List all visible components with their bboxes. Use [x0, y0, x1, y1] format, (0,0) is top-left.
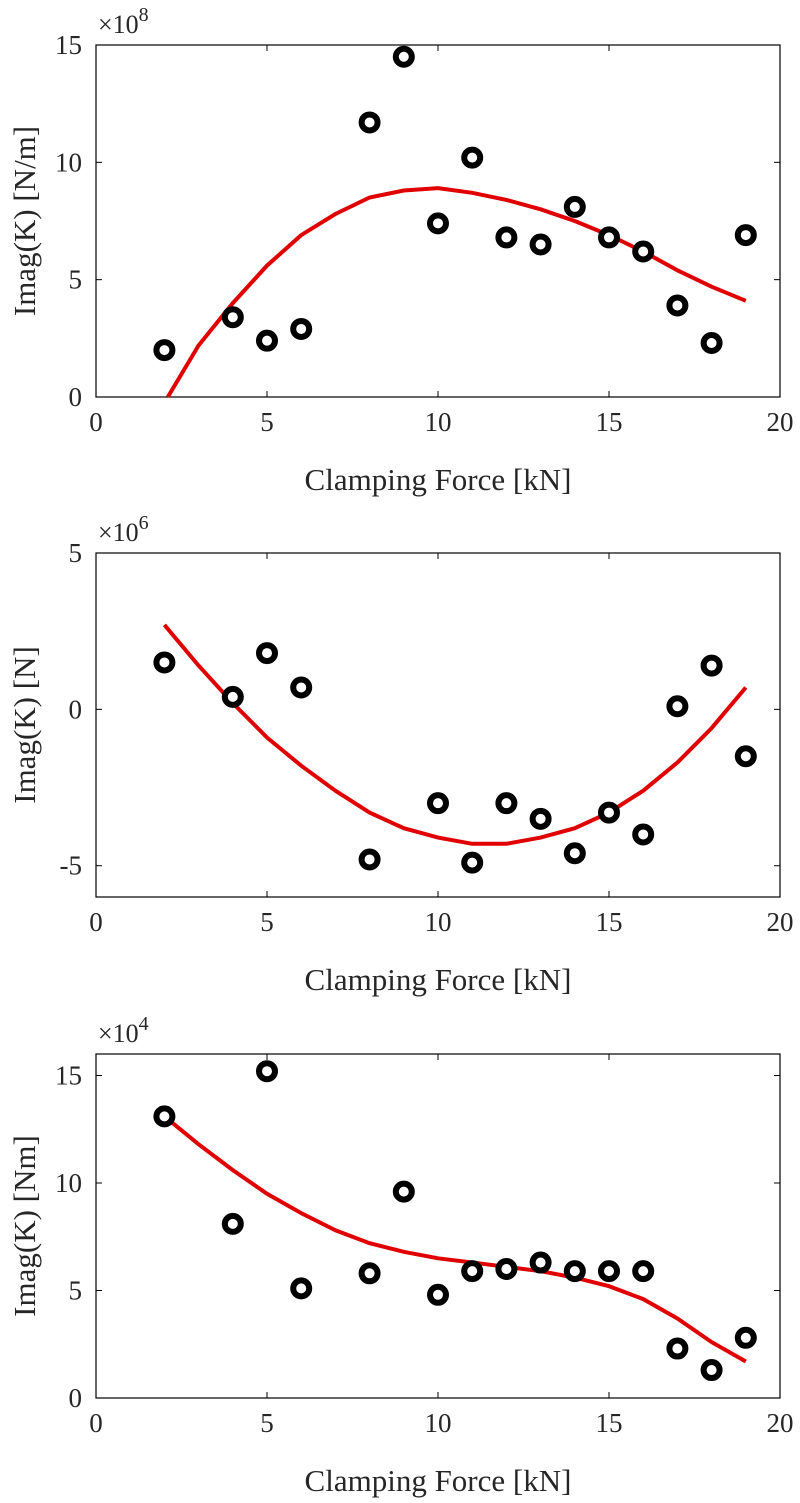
y-tick-label: 15: [55, 1061, 82, 1091]
data-point: [598, 801, 620, 824]
y-axis-exponent: ×104: [98, 1013, 149, 1048]
data-point: [461, 1260, 484, 1283]
plot-area-frame: [95, 552, 781, 898]
exponent-power: 8: [139, 4, 149, 26]
chart-rotational-stiffness: 0 5 10 15 20 0 5 10 15 ×104 Clamping Force [kN] Ima…: [7, 1013, 794, 1498]
x-tick-label: 15: [596, 407, 623, 437]
exponent-power: 6: [139, 512, 149, 534]
x-tick-label: 15: [596, 907, 623, 937]
x-axis-label: Clamping Force [kN]: [305, 962, 572, 997]
x-tick-label: 0: [89, 407, 103, 437]
y-tick-label: 5: [69, 538, 83, 568]
x-tick-label: 20: [767, 907, 794, 937]
y-tick-label: 0: [69, 1383, 83, 1413]
data-point: [461, 851, 484, 874]
data-point: [666, 294, 689, 317]
data-point: [392, 45, 415, 68]
data-point: [734, 224, 757, 247]
data-point: [598, 226, 620, 249]
y-tick-label: 0: [69, 382, 83, 412]
data-point: [153, 339, 176, 362]
y-axis-exponent: ×106: [98, 512, 149, 547]
data-point: [221, 1212, 244, 1235]
x-tick-label: 10: [425, 907, 452, 937]
data-point: [290, 1277, 313, 1300]
data-point: [495, 226, 518, 249]
x-tick-label: 15: [596, 1408, 623, 1438]
data-point: [666, 1337, 689, 1360]
y-axis-label: Imag(K) [N]: [7, 646, 42, 804]
data-point: [153, 1105, 176, 1128]
y-axis-exponent: ×108: [98, 4, 149, 39]
data-point: [221, 685, 244, 708]
data-point: [427, 1283, 449, 1306]
x-tick-label: 5: [260, 907, 274, 937]
x-tick-label: 10: [425, 407, 452, 437]
x-axis-label: Clamping Force [kN]: [305, 462, 572, 497]
y-tick-label: 10: [55, 1168, 82, 1198]
data-point: [529, 1251, 552, 1274]
x-tick-label: 5: [260, 1408, 274, 1438]
fit-curve: [162, 623, 748, 846]
chart-force-stiffness: 0 5 10 15 20 0 5 10 15 ×108 Clamping Force [kN] Ima…: [7, 4, 794, 497]
data-point: [529, 233, 552, 256]
data-point: [256, 642, 278, 665]
data-point: [563, 195, 586, 218]
data-point: [734, 745, 757, 768]
data-point: [632, 240, 655, 263]
data-point: [700, 1359, 723, 1382]
exponent-base: ×10: [98, 518, 139, 547]
data-point: [461, 146, 484, 169]
y-tick-label: 5: [69, 265, 83, 295]
fit-curve: [166, 186, 747, 399]
data-point: [358, 111, 381, 134]
exponent-base: ×10: [98, 1019, 139, 1048]
y-tick-label: 0: [69, 694, 83, 724]
x-tick-label: 20: [767, 1408, 794, 1438]
data-point: [256, 1060, 278, 1083]
y-tick-label: -5: [60, 851, 83, 881]
data-point: [392, 1180, 415, 1203]
data-point: [495, 792, 518, 815]
y-tick-label: 5: [69, 1276, 83, 1306]
x-tick-label: 5: [260, 407, 274, 437]
data-point: [598, 1260, 620, 1283]
data-point: [734, 1326, 757, 1349]
data-point: [221, 306, 244, 329]
data-point: [529, 807, 552, 830]
data-point: [632, 823, 655, 846]
data-point: [290, 317, 313, 340]
y-tick-label: 10: [55, 147, 82, 177]
x-tick-label: 0: [89, 1408, 103, 1438]
data-point: [427, 212, 449, 235]
y-tick-label: 15: [55, 30, 82, 60]
x-tick-label: 10: [425, 1408, 452, 1438]
x-tick-label: 20: [767, 407, 794, 437]
data-point: [666, 695, 689, 718]
exponent-base: ×10: [98, 10, 139, 39]
data-point: [290, 676, 313, 699]
fit-curve: [163, 1114, 747, 1364]
data-point: [700, 332, 723, 355]
data-point: [358, 848, 381, 871]
x-tick-label: 0: [89, 907, 103, 937]
data-point: [632, 1260, 655, 1283]
x-axis-label: Clamping Force [kN]: [305, 1463, 572, 1498]
y-axis-label: Imag(K) [Nm]: [7, 1135, 42, 1317]
exponent-power: 4: [139, 1013, 149, 1035]
data-point: [563, 842, 586, 865]
y-axis-label: Imag(K) [N/m]: [7, 126, 42, 316]
data-point: [358, 1262, 381, 1285]
data-point: [427, 792, 449, 815]
data-point: [256, 329, 278, 352]
data-point: [563, 1260, 586, 1283]
data-point: [700, 654, 723, 677]
data-point: [495, 1258, 518, 1280]
data-point: [153, 651, 176, 674]
